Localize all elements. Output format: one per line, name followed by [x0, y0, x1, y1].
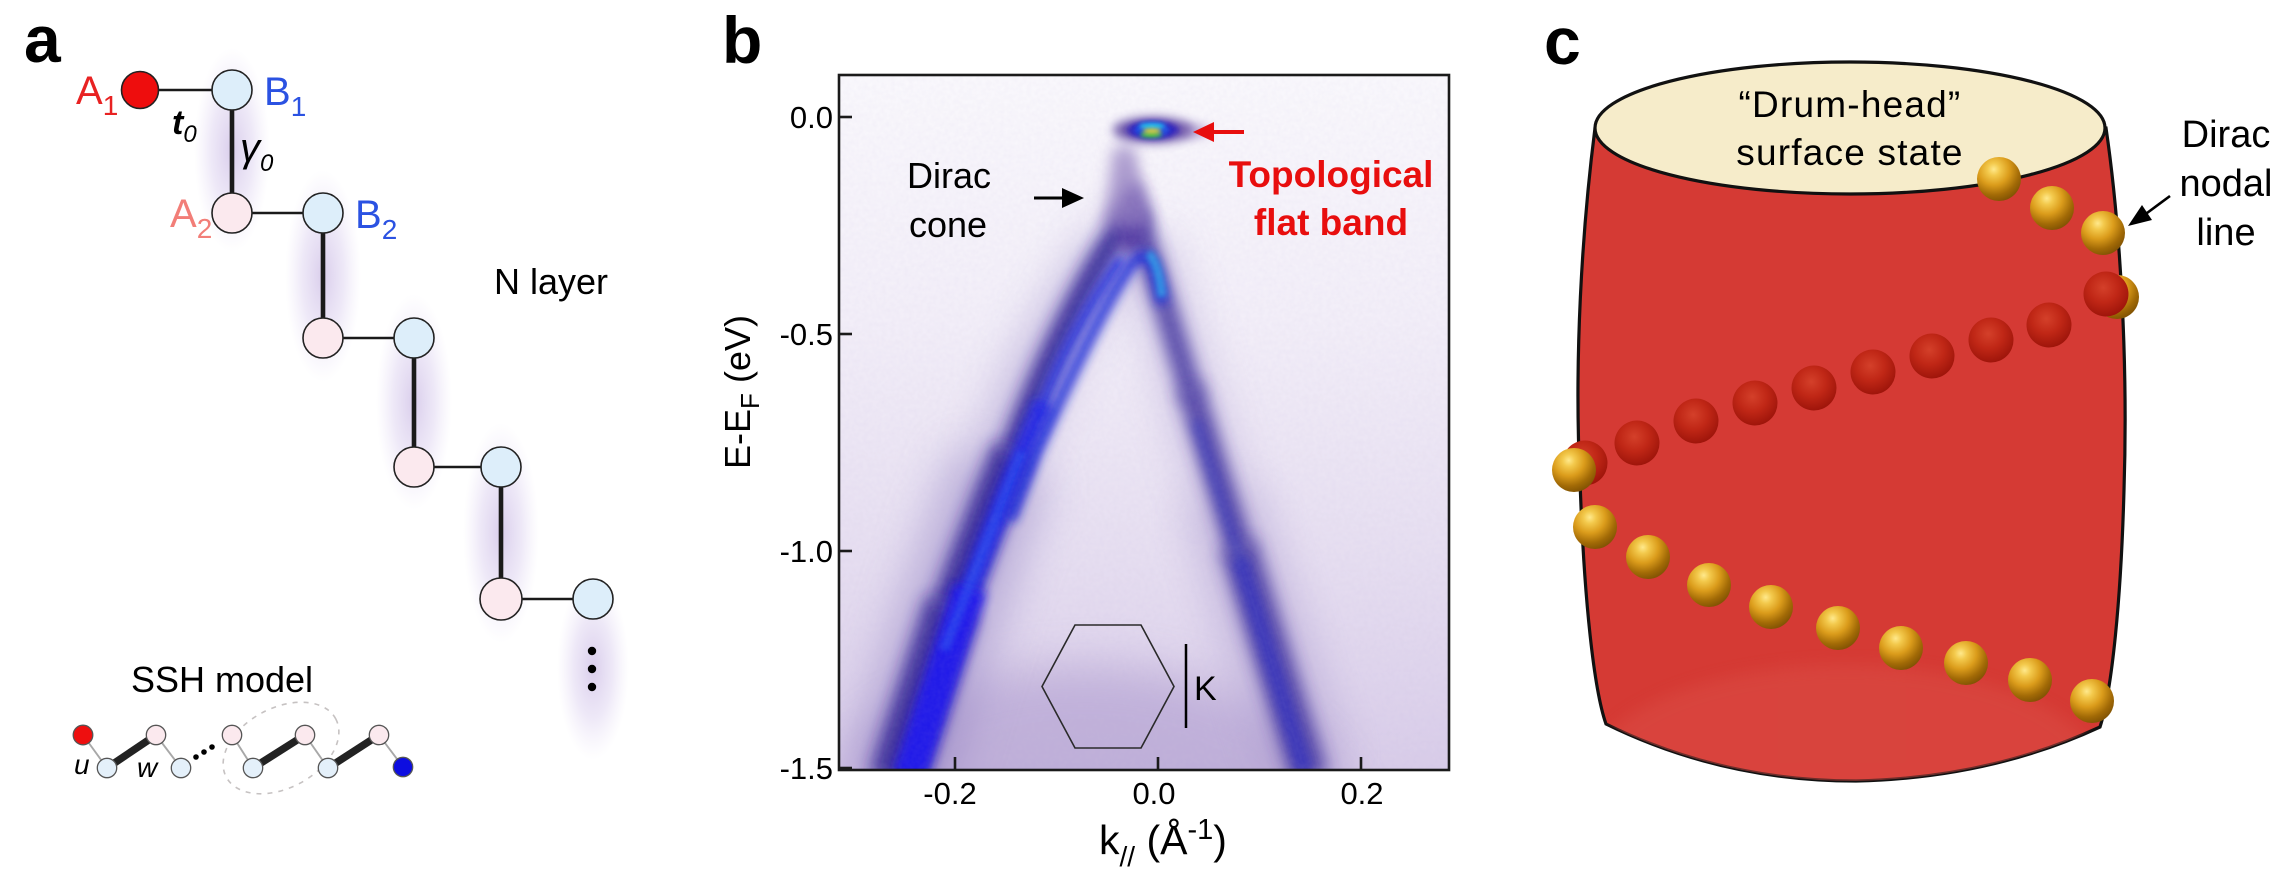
svg-text:0.2: 0.2 — [1340, 776, 1383, 811]
svg-text:a: a — [24, 2, 62, 76]
svg-text:B1: B1 — [264, 70, 306, 122]
svg-text:B2: B2 — [355, 193, 397, 245]
svg-text:flat band: flat band — [1254, 202, 1408, 243]
svg-text:Dirac: Dirac — [907, 155, 991, 196]
svg-text:SSH model: SSH model — [131, 659, 313, 700]
svg-text:K: K — [1194, 670, 1217, 708]
svg-text:Dirac: Dirac — [2182, 114, 2271, 156]
svg-text:Topological: Topological — [1229, 154, 1434, 195]
svg-text:t0: t0 — [172, 104, 197, 148]
svg-text:line: line — [2196, 212, 2255, 254]
svg-text:-0.2: -0.2 — [923, 776, 976, 811]
svg-text:“Drum-head”: “Drum-head” — [1739, 84, 1962, 125]
svg-text:k// (Å-1): k// (Å-1) — [1099, 814, 1227, 872]
svg-text:u: u — [74, 749, 90, 780]
svg-text:-1.0: -1.0 — [780, 534, 833, 569]
svg-text:A1: A1 — [76, 69, 118, 121]
svg-text:-1.5: -1.5 — [780, 751, 833, 786]
svg-text:0.0: 0.0 — [1132, 776, 1175, 811]
svg-text:w: w — [137, 752, 159, 783]
svg-text:nodal: nodal — [2180, 163, 2273, 205]
svg-text:c: c — [1544, 4, 1581, 78]
svg-text:N layer: N layer — [494, 261, 608, 302]
svg-text:E-EF (eV): E-EF (eV) — [717, 315, 765, 469]
svg-text:-0.5: -0.5 — [780, 317, 833, 352]
svg-text:0.0: 0.0 — [790, 100, 833, 135]
svg-text:surface state: surface state — [1736, 132, 1963, 173]
svg-text:cone: cone — [909, 204, 987, 245]
svg-text:b: b — [722, 3, 762, 77]
